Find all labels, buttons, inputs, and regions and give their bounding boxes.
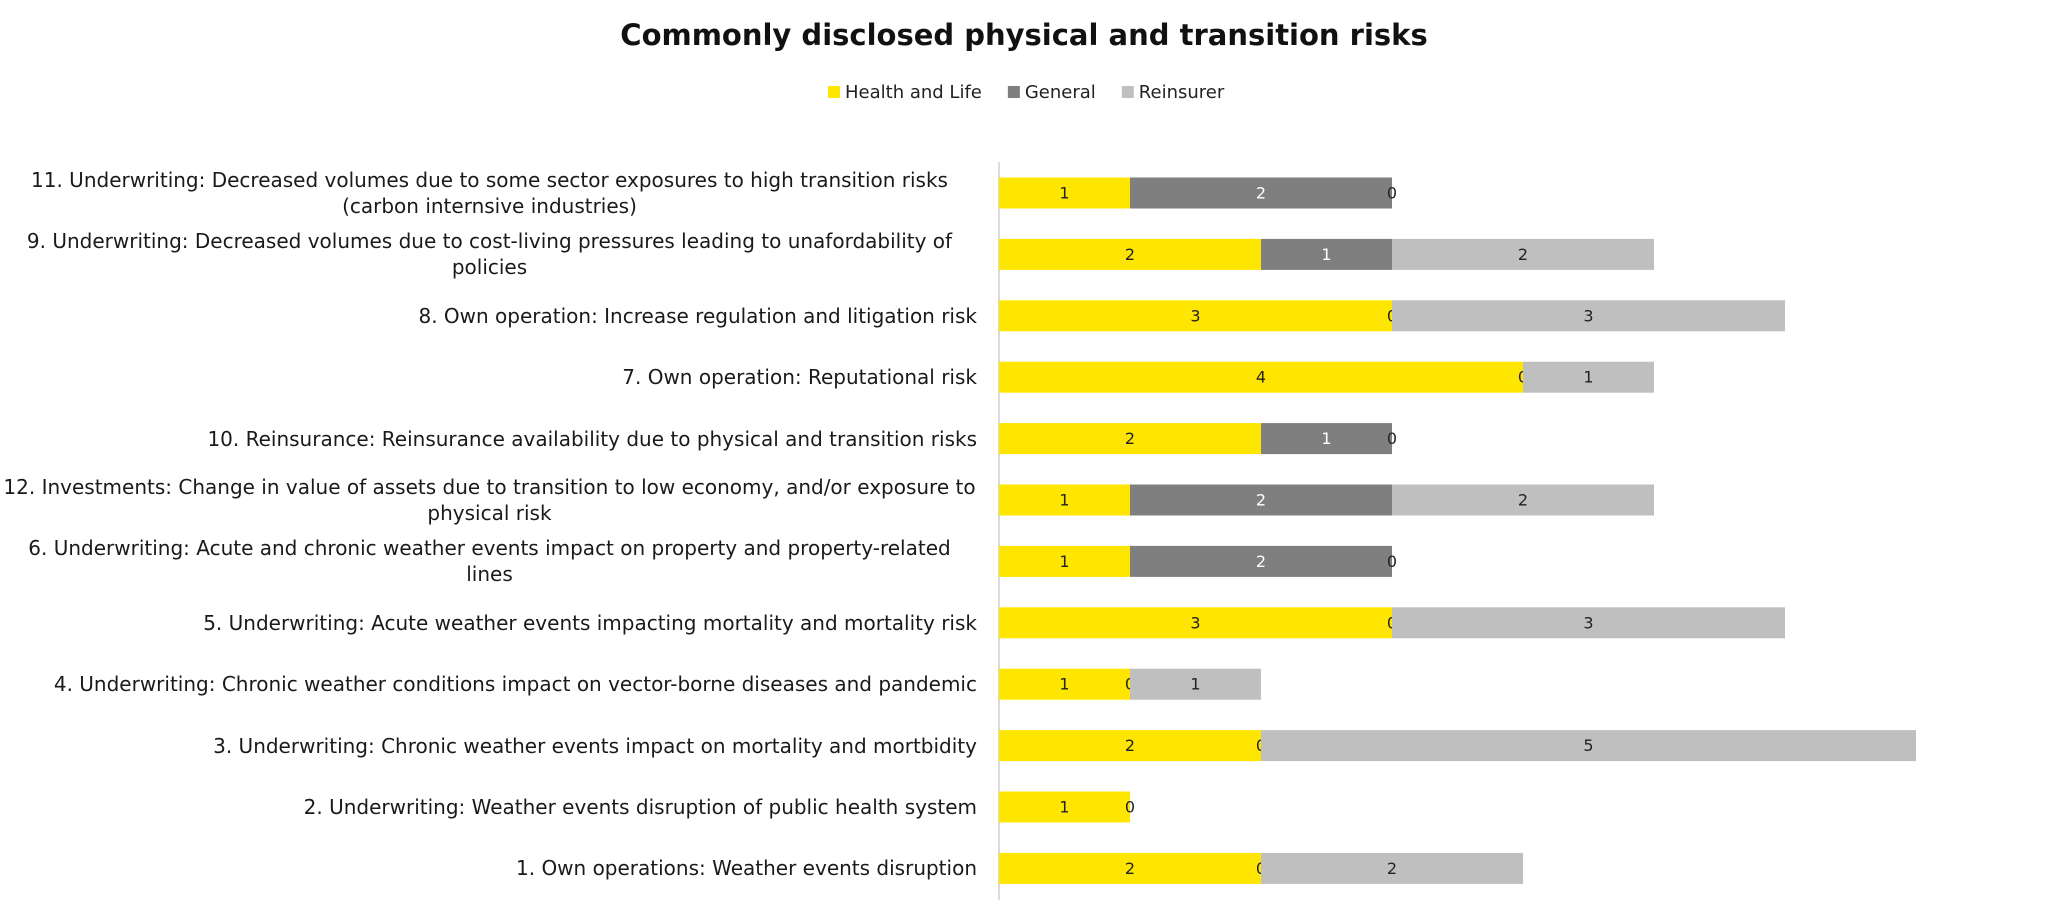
y-tick-label: 3. Underwriting: Chronic weather events … xyxy=(213,733,977,758)
y-tick-label: 8. Own operation: Increase regulation an… xyxy=(418,303,977,328)
y-tick-label: 1. Own operations: Weather events disrup… xyxy=(516,856,977,881)
bar-segment xyxy=(999,361,1523,393)
y-tick-label: 12. Investments: Change in value of asse… xyxy=(3,475,976,525)
data-label: 2 xyxy=(1125,736,1135,755)
data-label: 1 xyxy=(1583,368,1593,387)
bar-segment xyxy=(1261,423,1392,455)
legend-swatch xyxy=(1007,86,1020,98)
data-label: 2 xyxy=(1256,491,1266,510)
legend-label: General xyxy=(1025,82,1096,103)
bar-segment xyxy=(999,730,1261,762)
data-label: 1 xyxy=(1321,429,1331,448)
data-label: 3 xyxy=(1190,613,1200,632)
data-label: 2 xyxy=(1125,429,1135,448)
y-tick-label: 7. Own operation: Reputational risk xyxy=(622,365,977,390)
bar-segment xyxy=(1392,484,1654,516)
data-label: 1 xyxy=(1059,552,1069,571)
bar-segment xyxy=(999,177,1130,209)
bar-segment xyxy=(999,852,1261,884)
data-label: 3 xyxy=(1583,306,1593,325)
y-tick-label: 11. Underwriting: Decreased volumes due … xyxy=(31,168,948,218)
bar-segment xyxy=(1130,545,1392,577)
data-label: 0 xyxy=(1125,798,1135,817)
data-label: 1 xyxy=(1059,675,1069,694)
y-tick-label: 9. Underwriting: Decreased volumes due t… xyxy=(26,229,953,280)
bar-segment xyxy=(1392,238,1654,270)
bar-segment xyxy=(999,300,1392,332)
bar-segment xyxy=(1392,607,1785,639)
data-label: 1 xyxy=(1059,798,1069,817)
bar-segment xyxy=(999,668,1130,700)
data-label: 1 xyxy=(1190,675,1200,694)
data-label: 2 xyxy=(1125,859,1135,878)
y-tick-label: 5. Underwriting: Acute weather events im… xyxy=(203,610,977,635)
bar-segment xyxy=(1261,238,1392,270)
bar-segment xyxy=(999,545,1130,577)
legend-label: Health and Life xyxy=(845,82,982,103)
data-label: 2 xyxy=(1518,245,1528,264)
data-label: 1 xyxy=(1059,184,1069,203)
bar-segment xyxy=(999,238,1261,270)
bar-segment xyxy=(999,423,1261,455)
bar-segment xyxy=(1130,668,1261,700)
data-label: 4 xyxy=(1256,368,1266,387)
chart-title: Commonly disclosed physical and transiti… xyxy=(620,18,1427,52)
legend-swatch xyxy=(1121,86,1134,98)
bar-segment xyxy=(999,607,1392,639)
data-label: 2 xyxy=(1387,859,1397,878)
data-label: 1 xyxy=(1059,491,1069,510)
legend-swatch xyxy=(828,86,840,98)
data-label: 2 xyxy=(1518,491,1528,510)
bar-segment xyxy=(1261,730,1916,762)
data-label: 2 xyxy=(1125,245,1135,264)
bar-segment xyxy=(1261,852,1523,884)
data-label: 3 xyxy=(1583,613,1593,632)
data-label: 3 xyxy=(1190,306,1200,325)
bar-segment xyxy=(1130,177,1392,209)
data-label: 0 xyxy=(1387,184,1397,203)
data-label: 5 xyxy=(1583,736,1593,755)
y-tick-label: 10. Reinsurance: Reinsurance availabilit… xyxy=(207,426,977,451)
bar-segment xyxy=(999,484,1130,516)
data-label: 0 xyxy=(1387,429,1397,448)
legend-label: Reinsurer xyxy=(1139,82,1225,103)
bar-segment xyxy=(1130,484,1392,516)
bar-segment xyxy=(999,791,1130,823)
data-label: 2 xyxy=(1256,184,1266,203)
data-label: 0 xyxy=(1387,552,1397,571)
y-tick-label: 2. Underwriting: Weather events disrupti… xyxy=(303,795,977,819)
y-tick-label: 4. Underwriting: Chronic weather conditi… xyxy=(53,672,977,697)
bar-segment xyxy=(1523,361,1654,393)
bar-segment xyxy=(1392,300,1785,332)
data-label: 1 xyxy=(1321,245,1331,264)
y-tick-label: 6. Underwriting: Acute and chronic weath… xyxy=(28,536,951,587)
data-label: 2 xyxy=(1256,552,1266,571)
